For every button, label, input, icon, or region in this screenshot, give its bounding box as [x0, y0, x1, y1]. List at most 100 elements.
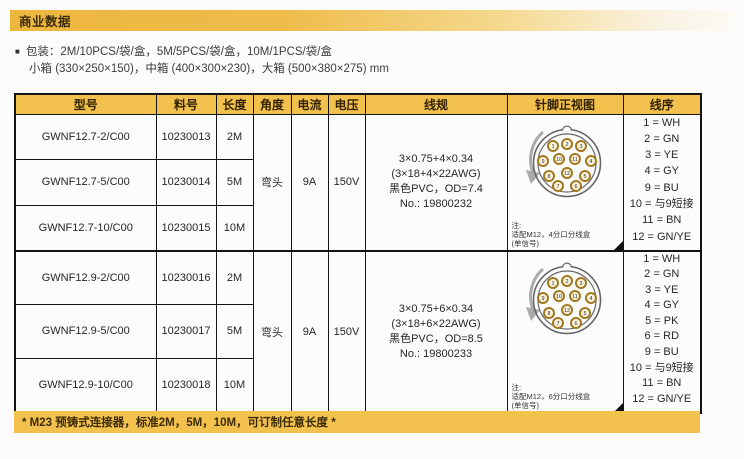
pin-group: 1 2 39 10 11 48 12 57 6 [537, 137, 597, 192]
table-row: GWNF12.7-5/C00 10230014 5M [14, 159, 701, 206]
pin-3 [575, 276, 587, 289]
section-title: 商业数据 [19, 15, 72, 29]
col-header-part-number: 料号 [155, 93, 217, 115]
col-header-wire-order: 线序 [622, 93, 702, 115]
pin-label: 10 [556, 294, 562, 300]
model-cell: GWNF12.9-10/C00 [14, 358, 157, 413]
pin-label: 10 [556, 157, 562, 163]
pin-note: 注: 适配M12，4分口分线盒 (单信号) [512, 221, 591, 248]
wire-spec-line: 黑色PVC，OD=8.5 [389, 332, 483, 345]
length-cell: 5M [215, 159, 254, 206]
wire-order-line: 1 = WH [643, 116, 681, 129]
pin-1 [547, 139, 559, 152]
packaging-note: ■ 包装：2M/10PCS/袋/盒，5M/5PCS/袋/盒，10M/1PCS/袋/… [15, 43, 389, 78]
wire-spec-line: 黑色PVC，OD=7.4 [389, 183, 483, 195]
pin-11 [569, 289, 581, 302]
part-number-cell: 10230016 [155, 249, 217, 305]
pin-label: 11 [572, 294, 578, 300]
pin-6 [570, 179, 582, 192]
wire-spec-line: 3×0.75+4×0.34 [398, 153, 474, 165]
pin-label: 5 [583, 174, 586, 180]
wire-order-line: 9 = BU [644, 346, 679, 359]
pin-note-line: 注: [511, 382, 522, 392]
packaging-text-1: 包装：2M/10PCS/袋/盒，5M/5PCS/袋/盒，10M/1PCS/袋/盒 [25, 46, 332, 58]
wire-order-line: 3 = YE [645, 283, 679, 296]
wire-order-line: 3 = YE [645, 149, 679, 162]
pin-3 [575, 139, 587, 152]
pin-4 [585, 154, 597, 167]
pin-view-cell: 1 2 3 9 10 11 4 8 12 5 7 6 注: 适配M12，4分口分线盒 (单信号) [506, 113, 624, 251]
wire-order-line: 9 = BU [644, 181, 679, 194]
spec-table: 型号 料号 长度 角度 电流 电压 线规 针脚正视图 线序 GWNF12.7-2… [14, 93, 702, 414]
pin-note-line: (单信号) [511, 238, 540, 248]
angle-cell: 弯头 [252, 249, 292, 413]
col-header-wire-gauge: 线规 [364, 93, 508, 115]
part-number-cell: 10230013 [155, 113, 217, 160]
pin-label: 8 [547, 174, 550, 180]
length-cell: 2M [215, 249, 254, 305]
section-title-bar: 商业数据 [10, 10, 735, 31]
model-cell: GWNF12.9-2/C00 [14, 249, 157, 305]
pin-label: 12 [564, 171, 570, 177]
wire-spec-line: (3×18+4×22AWG) [391, 168, 481, 180]
pin-12 [561, 303, 573, 316]
pin-diagram: 1 2 39 10 11 48 12 57 6 [526, 262, 602, 334]
corner-marker [613, 402, 622, 412]
pin-label: 1 [551, 281, 554, 287]
pin-10 [553, 152, 565, 165]
pin-1 [547, 276, 559, 289]
pin-8 [543, 306, 555, 319]
wire-order-line: 12 = GN/YE [632, 230, 692, 243]
pin-label: 2 [565, 142, 568, 148]
col-header-current: 电流 [290, 93, 329, 115]
wire-order-line: 4 = GY [644, 299, 680, 312]
part-number-cell: 10230017 [155, 303, 217, 360]
pin-label: 7 [556, 184, 559, 190]
wire-spec-line: No.: 19800233 [399, 347, 473, 360]
wire-order-line: 2 = GN [644, 132, 680, 145]
pin-label: 1 [551, 144, 554, 150]
pin-label: 6 [574, 184, 577, 190]
model-cell: GWNF12.7-2/C00 [14, 113, 157, 160]
pin-label: 12 [564, 308, 570, 314]
pin-6 [570, 316, 582, 329]
part-number-cell: 10230015 [155, 204, 217, 251]
wire-order-line: 11 = BN [642, 214, 682, 227]
keyway-notch [561, 262, 573, 268]
pin-label: 2 [565, 279, 568, 285]
col-header-length: 长度 [215, 93, 254, 115]
rotation-arrow-icon [529, 267, 545, 311]
pin-label: 11 [572, 157, 578, 163]
wire-spec-line: No.: 19800232 [399, 198, 473, 210]
wire-order-line: 6 = RD [644, 330, 680, 343]
rotation-arrow-head-icon [526, 306, 540, 321]
packaging-line-1: ■ 包装：2M/10PCS/袋/盒，5M/5PCS/袋/盒，10M/1PCS/袋/… [15, 43, 389, 61]
pin-7 [552, 179, 564, 192]
pin-2 [561, 137, 573, 150]
pin-label: 9 [541, 159, 544, 165]
table-header-row: 型号 料号 长度 角度 电流 电压 线规 针脚正视图 线序 [14, 93, 702, 115]
pin-note-line: 适配M12，4分口分线盒 [511, 229, 591, 239]
pin-label: 3 [579, 281, 582, 287]
table-row: GWNF12.9-10/C00 10230018 10M [14, 358, 701, 413]
pin-note: 注: 适配M12，6分口分线盒 (单信号) [512, 383, 591, 410]
pin-8 [543, 169, 555, 182]
col-header-angle: 角度 [252, 93, 292, 115]
pin-9 [537, 154, 549, 167]
pin-label: 8 [547, 311, 550, 317]
table-row: GWNF12.9-2/C00 10230016 2M 弯头 9A 150V 3×… [14, 249, 702, 413]
pin-2 [561, 274, 573, 287]
pin-group: 1 2 39 10 11 48 12 57 6 [537, 274, 597, 329]
wire-order-line: 5 = PK [645, 314, 679, 327]
angle-cell: 弯头 [252, 113, 292, 251]
col-header-model: 型号 [14, 93, 157, 115]
pin-12 [561, 166, 573, 179]
pin-note-line: 注: [511, 220, 522, 230]
pin-view-content: 1 2 3 9 10 11 4 8 12 5 7 6 注: 适配M12，4分口分线盒 (单信号) [508, 119, 622, 250]
wire-order-cell: 1 = WH 2 = GN 3 = YE 4 = GY 5 = PK 6 = R… [622, 249, 702, 413]
wire-spec-line: 3×0.75+6×0.34 [398, 302, 474, 315]
pin-label: 7 [556, 321, 559, 327]
col-header-pin-front-view: 针脚正视图 [506, 93, 624, 115]
current-cell: 9A [290, 249, 329, 413]
pin-note-line: (单信号) [511, 400, 540, 410]
